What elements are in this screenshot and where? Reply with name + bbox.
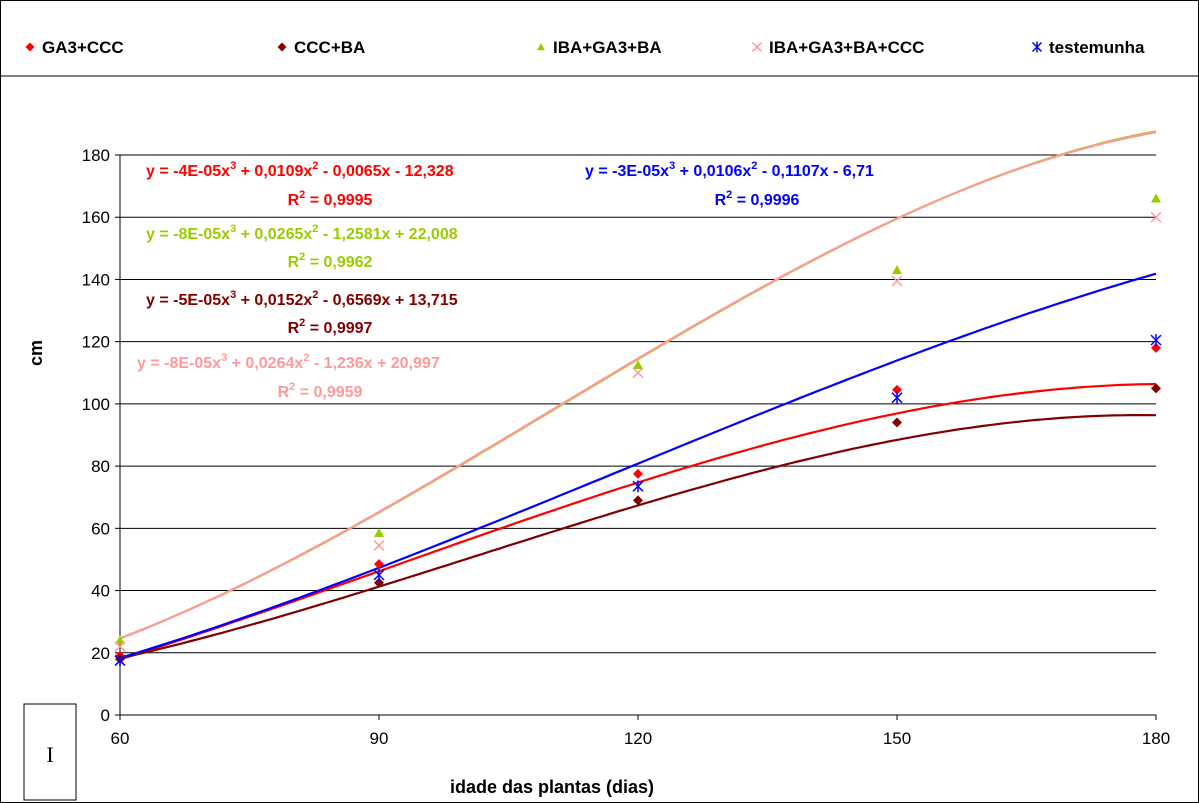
- legend-marker-4: [1031, 41, 1043, 53]
- y-tick-label-180: 180: [82, 146, 110, 165]
- data-point-s2-3: [892, 265, 902, 275]
- x-tick-label-180: 180: [1142, 729, 1170, 748]
- y-tick-label-80: 80: [91, 457, 110, 476]
- legend: GA3+CCC CCC+BA IBA+GA3+BA IBA+GA3+BA+CCC tes…: [25, 38, 1145, 57]
- data-point-s0-1: [374, 559, 384, 570]
- legend-label-4: testemunha: [1049, 38, 1145, 57]
- data-points: [114, 193, 1162, 667]
- equation-1: y = -5E-05x3 + 0,0152x2 - 0,6569x + 13,7…: [146, 289, 458, 309]
- data-point-s1-4: [1151, 383, 1161, 394]
- data-point-s2-0: [115, 635, 125, 645]
- data-point-s4-4: [1150, 334, 1162, 347]
- r-squared-2: R2 = 0,9962: [288, 251, 373, 271]
- y-tick-label-120: 120: [82, 333, 110, 352]
- trendline-equations: y = -4E-05x3 + 0,0109x2 - 0,0065x - 12,3…: [137, 160, 874, 401]
- x-tick-label-60: 60: [111, 729, 130, 748]
- y-tick-label-100: 100: [82, 395, 110, 414]
- x-tick-label-90: 90: [370, 729, 389, 748]
- r-squared-4: R2 = 0,9996: [715, 189, 800, 209]
- data-point-s3-4: [1150, 211, 1162, 223]
- gridlines: [120, 154, 1156, 654]
- legend-label-3: IBA+GA3+BA+CCC: [769, 38, 924, 57]
- equation-4: y = -3E-05x3 + 0,0106x2 - 0,1107x - 6,71: [585, 160, 874, 180]
- x-axis-title: idade das plantas (dias): [450, 777, 654, 797]
- trendline-4: [119, 272, 1157, 660]
- equation-3: y = -8E-05x3 + 0,0264x2 - 1,236x + 20,99…: [137, 352, 440, 372]
- data-point-s3-3: [891, 275, 903, 287]
- data-point-s1-1: [374, 577, 384, 588]
- axes: [115, 154, 1157, 720]
- legend-label-1: CCC+BA: [294, 38, 365, 57]
- equation-2: y = -8E-05x3 + 0,0265x2 - 1,2581x + 22,0…: [146, 223, 458, 243]
- r-squared-0: R2 = 0,9995: [288, 189, 373, 209]
- y-tick-label-160: 160: [82, 208, 110, 227]
- equation-0: y = -4E-05x3 + 0,0109x2 - 0,0065x - 12,3…: [146, 160, 454, 180]
- data-point-s4-0: [114, 654, 126, 667]
- legend-marker-2: [537, 43, 545, 51]
- y-tick-label-60: 60: [91, 519, 110, 538]
- y-axis-title: cm: [26, 340, 46, 366]
- data-point-s2-1: [374, 528, 384, 537]
- data-point-s0-3: [892, 384, 902, 395]
- legend-marker-1: [277, 42, 287, 52]
- data-point-s4-2: [632, 480, 644, 493]
- data-point-s4-1: [373, 569, 385, 581]
- x-tick-labels: 60 90 120 150 180: [111, 729, 1171, 748]
- y-tick-labels: 0 20 40 60 80 100 120 140 160 180: [82, 146, 110, 725]
- data-point-s0-2: [633, 468, 643, 479]
- data-point-s3-1: [373, 539, 385, 551]
- panel-label: I: [46, 742, 53, 767]
- data-point-s2-2: [633, 360, 643, 369]
- legend-label-0: GA3+CCC: [42, 38, 124, 57]
- legend-marker-3: [751, 41, 763, 53]
- trendline-1: [119, 414, 1157, 660]
- data-point-s3-0: [114, 641, 126, 653]
- y-tick-label-0: 0: [101, 706, 110, 725]
- trendline-3: [119, 131, 1157, 640]
- legend-label-2: IBA+GA3+BA: [553, 38, 662, 57]
- data-point-s0-4: [1151, 342, 1161, 353]
- data-point-s1-3: [892, 417, 902, 428]
- r-squared-1: R2 = 0,9997: [288, 317, 373, 337]
- x-tick-label-150: 150: [883, 729, 911, 748]
- data-point-s2-4: [1151, 193, 1161, 203]
- data-point-s1-2: [633, 495, 643, 506]
- legend-marker-0: [25, 42, 35, 52]
- panel-label-box: [23, 703, 77, 801]
- x-tick-label-120: 120: [624, 729, 652, 748]
- y-tick-label-140: 140: [82, 270, 110, 289]
- data-point-s4-3: [891, 391, 903, 404]
- data-point-s3-2: [632, 367, 644, 379]
- y-tick-label-40: 40: [91, 582, 110, 601]
- y-tick-label-20: 20: [91, 644, 110, 663]
- r-squared-3: R2 = 0,9959: [278, 381, 363, 401]
